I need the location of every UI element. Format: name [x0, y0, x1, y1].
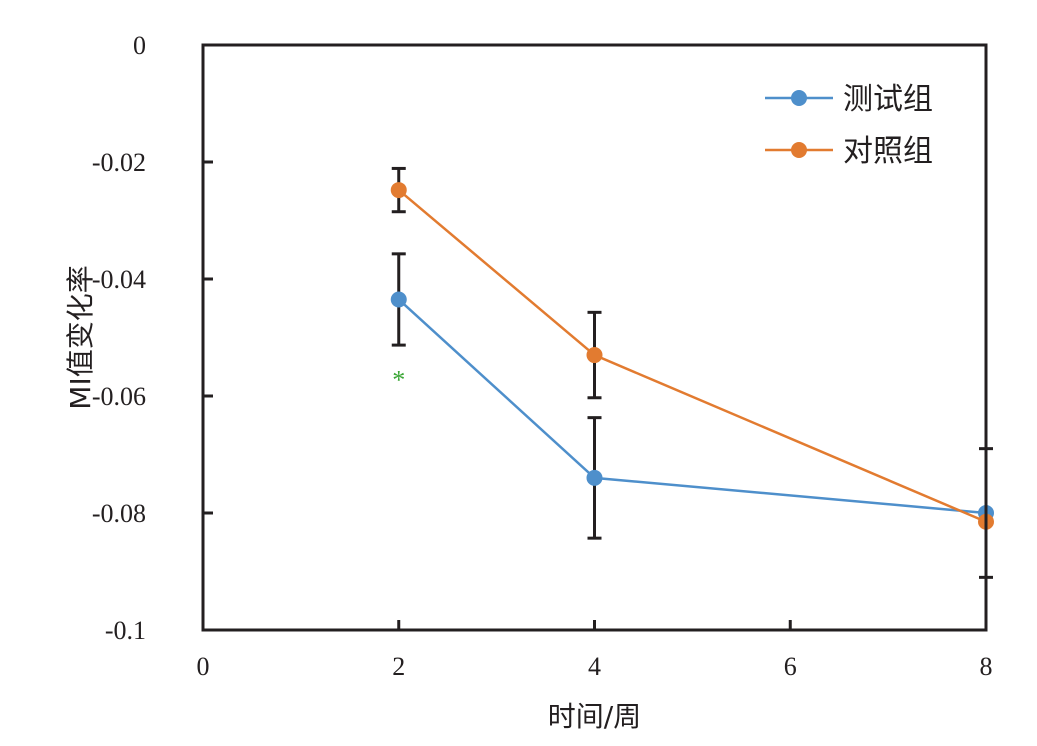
legend-label: 测试组 — [843, 82, 933, 117]
plot-area: * — [390, 166, 994, 579]
y-tick-label: 0 — [133, 31, 146, 60]
y-tick-label: -0.1 — [105, 616, 146, 645]
x-tick-label: 8 — [980, 652, 993, 681]
x-tick-label: 6 — [784, 652, 797, 681]
significance-marker: * — [392, 366, 405, 395]
y-tick-label: -0.04 — [92, 265, 146, 294]
legend-marker — [791, 142, 807, 158]
data-point-series-2 — [586, 347, 603, 364]
y-tick-label: -0.02 — [92, 148, 146, 177]
data-point-series-2 — [390, 182, 407, 199]
y-axis-title: MI值变化率 — [64, 265, 97, 409]
axis-ticks: 0 2 4 6 8 0 -0.02 -0.04 -0.06 -0.08 -0.1 — [92, 31, 993, 681]
x-tick-label: 0 — [197, 652, 210, 681]
x-tick-label: 4 — [588, 652, 601, 681]
data-point-series-1 — [586, 469, 603, 486]
data-point-series-1 — [390, 291, 407, 308]
legend-label: 对照组 — [843, 134, 933, 169]
legend-marker — [791, 90, 807, 106]
x-tick-label: 2 — [392, 652, 405, 681]
y-tick-label: -0.06 — [92, 382, 146, 411]
x-axis-title: 时间/周 — [548, 700, 641, 733]
y-tick-label: -0.08 — [92, 499, 146, 528]
